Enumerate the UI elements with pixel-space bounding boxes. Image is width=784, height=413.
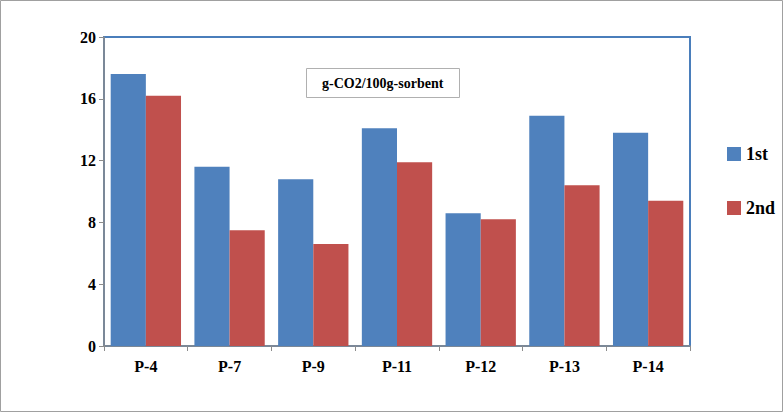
- svg-text:0: 0: [88, 338, 96, 355]
- svg-text:P-9: P-9: [302, 358, 325, 375]
- svg-text:8: 8: [88, 214, 96, 231]
- svg-text:4: 4: [88, 276, 96, 293]
- svg-text:2nd: 2nd: [746, 198, 775, 218]
- svg-text:1st: 1st: [746, 144, 768, 164]
- svg-text:g-CO2/100g-sorbent: g-CO2/100g-sorbent: [322, 76, 444, 91]
- svg-text:16: 16: [80, 90, 96, 107]
- svg-text:20: 20: [80, 29, 96, 46]
- svg-text:12: 12: [80, 152, 96, 169]
- svg-text:P-11: P-11: [382, 358, 412, 375]
- svg-text:P-7: P-7: [218, 358, 241, 375]
- svg-text:P-14: P-14: [633, 358, 664, 375]
- svg-text:P-13: P-13: [549, 358, 580, 375]
- svg-text:P-12: P-12: [465, 358, 496, 375]
- svg-text:P-4: P-4: [134, 358, 157, 375]
